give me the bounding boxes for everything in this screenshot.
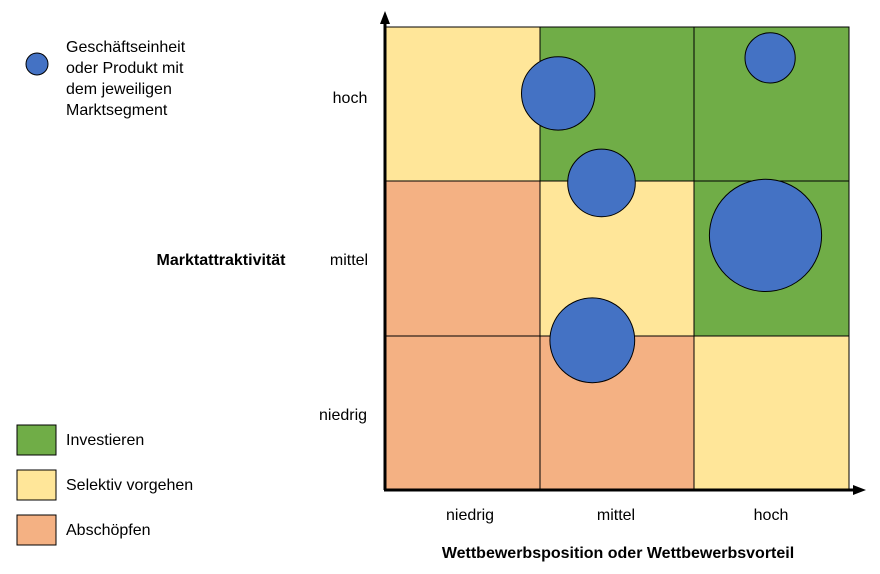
legend-swatch-selektiv <box>16 469 57 501</box>
legend-bubble-label-line-3: dem jeweiligen <box>66 81 172 98</box>
legend-label-selektiv: Selektiv vorgehen <box>66 477 193 494</box>
legend-label-investieren: Investieren <box>66 432 144 449</box>
y-level-niedrig: niedrig <box>319 407 367 424</box>
cell-niedrig-attraktivitaet-hoch-position <box>693 335 850 491</box>
y-axis-title: Marktattraktivität <box>157 252 287 269</box>
legend-swatch-investieren <box>16 424 57 456</box>
cell-hoch-attraktivitaet-niedrig-position <box>384 26 541 182</box>
bubble-3 <box>567 148 636 218</box>
bubble-legend: Geschäftseinheit oder Produkt mit dem je… <box>25 39 186 119</box>
x-axis-title: Wettbewerbsposition oder Wettbewerbsvort… <box>442 545 794 562</box>
y-axis-arrowhead <box>380 11 390 24</box>
legend-bubble-label-line-1: Geschäftseinheit <box>66 39 186 56</box>
bubble-2 <box>744 32 796 84</box>
color-legend: Investieren Selektiv vorgehen Abschöpfen <box>16 424 193 546</box>
bubble-5 <box>549 297 636 384</box>
cell-mittel-attraktivitaet-niedrig-position <box>384 180 541 337</box>
x-level-mittel: mittel <box>597 507 635 524</box>
legend-bubble-label-line-2: oder Produkt mit <box>66 60 184 77</box>
legend-bubble-label-line-4: Marktsegment <box>66 102 168 119</box>
x-level-niedrig: niedrig <box>446 507 494 524</box>
y-level-mittel: mittel <box>330 252 368 269</box>
legend-swatch-abschoepfen <box>16 514 57 546</box>
bubbles <box>521 32 823 384</box>
y-level-hoch: hoch <box>333 90 368 107</box>
bubble-1 <box>521 56 596 131</box>
legend-label-abschoepfen: Abschöpfen <box>66 522 151 539</box>
x-axis-arrowhead <box>853 485 866 495</box>
legend-bubble-symbol <box>25 52 49 76</box>
axes <box>380 11 866 495</box>
x-level-hoch: hoch <box>754 507 789 524</box>
bubble-4 <box>708 178 823 292</box>
cell-niedrig-attraktivitaet-niedrig-position <box>384 335 541 491</box>
